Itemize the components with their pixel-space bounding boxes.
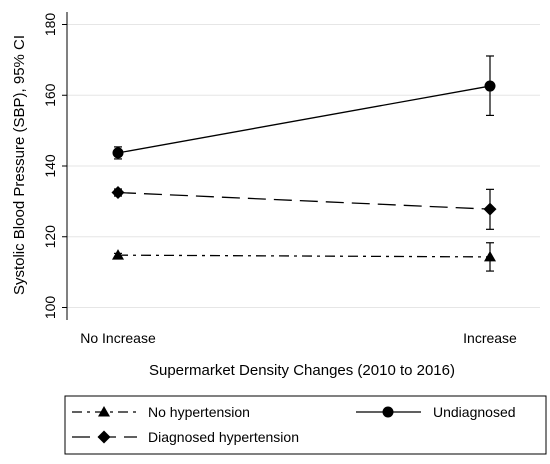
series-no-hypertension <box>112 242 496 272</box>
legend-label: Diagnosed hypertension <box>148 429 299 445</box>
y-ticks: 100 120 140 160 180 <box>42 13 67 320</box>
x-tick-label: Increase <box>463 330 517 346</box>
y-tick-label: 140 <box>42 154 58 178</box>
legend-item: Undiagnosed <box>356 404 516 420</box>
legend-marker <box>382 406 394 418</box>
data-point <box>112 147 124 159</box>
data-point <box>112 249 124 260</box>
series-line <box>117 254 491 258</box>
legend-label: No hypertension <box>148 404 250 420</box>
y-axis-label: Systolic Blood Pressure (SBP), 95% CI <box>11 35 28 295</box>
data-point <box>483 202 497 216</box>
series-diagnosed-hypertension <box>111 186 497 230</box>
legend-box <box>64 395 547 455</box>
data-point <box>484 80 496 92</box>
legend: No hypertension Undiagnosed Diagnosed hype… <box>72 404 516 445</box>
legend-marker <box>98 406 110 417</box>
y-tick-label: 100 <box>42 296 58 320</box>
grid-lines <box>67 24 540 308</box>
series-line <box>117 85 491 154</box>
series-undiagnosed <box>112 55 496 160</box>
series <box>111 55 497 272</box>
legend-item: Diagnosed hypertension <box>72 429 299 445</box>
y-tick-label: 120 <box>42 225 58 249</box>
y-tick-label: 180 <box>42 13 58 37</box>
legend-item: No hypertension <box>72 404 250 420</box>
series-line <box>117 191 491 210</box>
data-point <box>111 186 125 200</box>
y-tick-label: 160 <box>42 83 58 107</box>
legend-label: Undiagnosed <box>433 404 516 420</box>
x-ticks: No Increase Increase <box>80 330 517 346</box>
legend-marker <box>97 430 111 444</box>
data-point <box>484 250 496 262</box>
x-axis-label: Supermarket Density Changes (2010 to 201… <box>149 362 455 379</box>
x-tick-label: No Increase <box>80 330 156 346</box>
